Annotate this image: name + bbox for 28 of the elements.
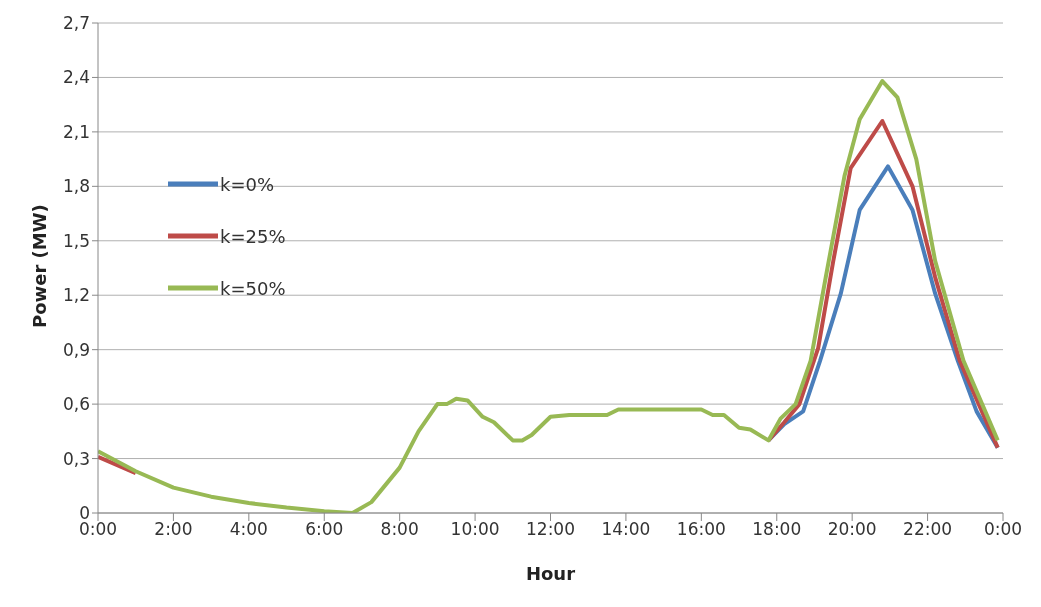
- y-tick-label: 1,2: [62, 285, 90, 306]
- x-tick-label: 18:00: [752, 519, 802, 540]
- x-tick-label: 4:00: [229, 519, 268, 540]
- x-tick-label: 8:00: [380, 519, 419, 540]
- x-tick-label: 6:00: [305, 519, 344, 540]
- x-axis-title: Hour: [525, 563, 576, 584]
- x-tick-label: 20:00: [827, 519, 877, 540]
- x-tick-label: 22:00: [903, 519, 953, 540]
- x-tick-label: 2:00: [154, 519, 193, 540]
- y-tick-label: 1,5: [62, 230, 90, 251]
- x-tick-label: 0:00: [78, 519, 118, 540]
- x-tick-label: 12:00: [526, 519, 575, 540]
- line-series: [98, 79, 1000, 513]
- y-tick-label: 0,9: [62, 339, 90, 360]
- y-tick-label: 2,4: [62, 67, 90, 88]
- x-tick-label: 10:00: [450, 519, 500, 540]
- y-axis-title: Power (MW): [29, 204, 51, 328]
- y-tick-label: 2,1: [62, 121, 90, 142]
- x-tick-label: 0:00: [983, 519, 1023, 540]
- y-tick-label: 0,6: [62, 394, 90, 415]
- x-tick-label: 14:00: [601, 519, 651, 540]
- y-tick-label: 0,3: [62, 448, 90, 469]
- legend-label: k=25%: [220, 225, 286, 247]
- y-tick-label: 2,7: [62, 13, 90, 34]
- legend-label: k=50%: [220, 277, 286, 299]
- legend-label: k=0%: [220, 173, 275, 195]
- y-tick-label: 1,8: [62, 176, 90, 197]
- x-tick-label: 16:00: [676, 519, 726, 540]
